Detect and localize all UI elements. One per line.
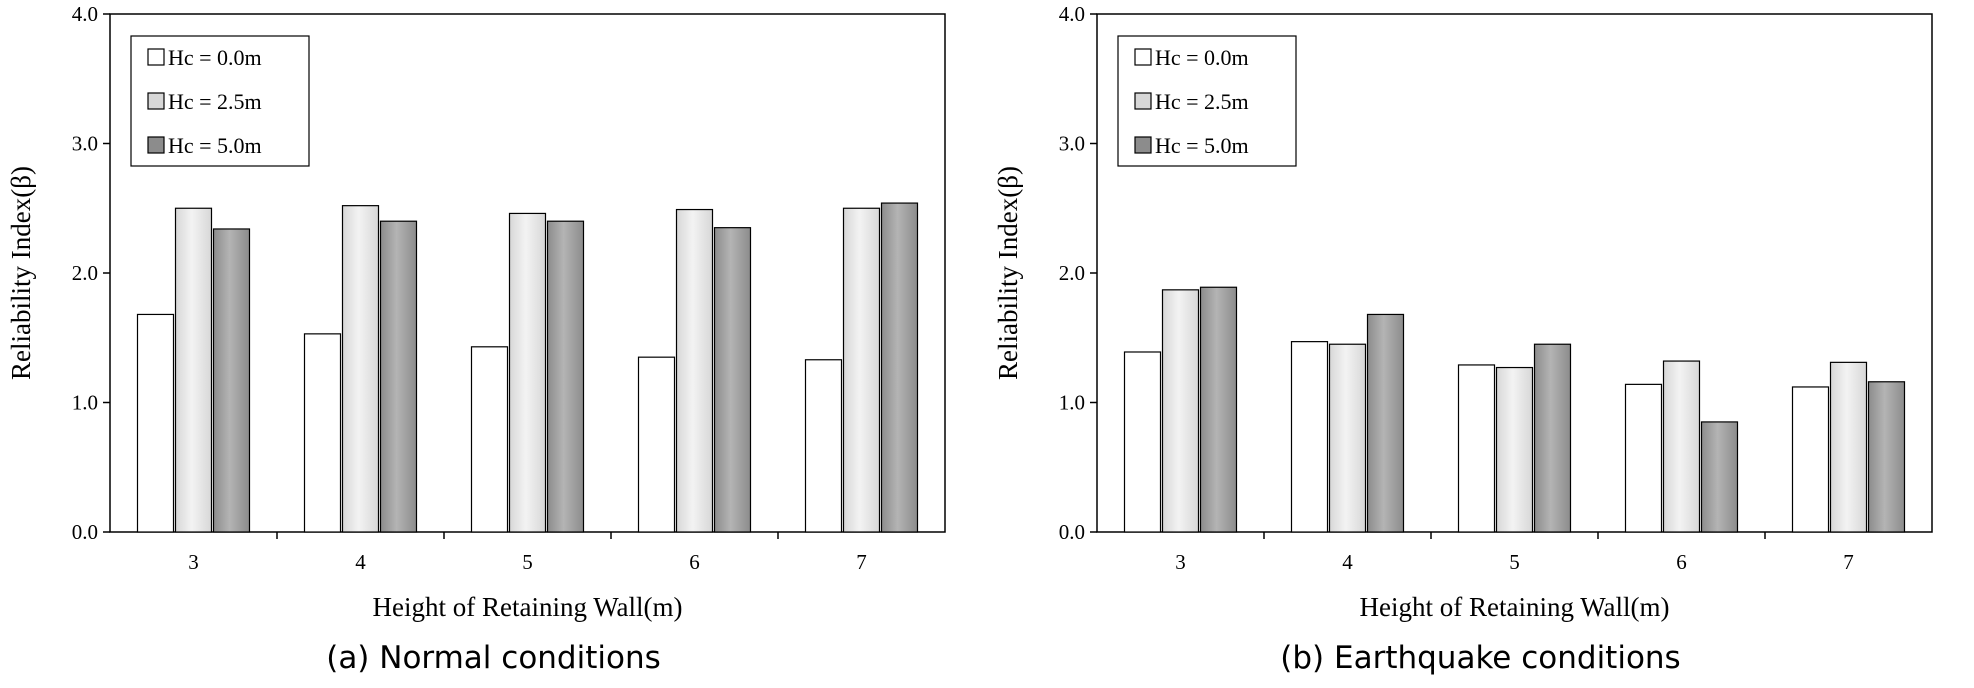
x-tick-label: 5 bbox=[1509, 550, 1520, 574]
legend-swatch bbox=[147, 136, 165, 154]
bar bbox=[1328, 343, 1367, 533]
y-tick-label: 1.0 bbox=[72, 391, 98, 415]
bar bbox=[1366, 313, 1405, 533]
y-tick-label: 2.0 bbox=[72, 261, 98, 285]
bar bbox=[880, 202, 919, 533]
bar bbox=[1495, 366, 1534, 533]
x-tick-label: 5 bbox=[522, 550, 533, 574]
bar bbox=[842, 207, 881, 533]
bar bbox=[341, 205, 380, 533]
chart-caption: (b) Earthquake conditions bbox=[1280, 640, 1681, 676]
bar bbox=[1161, 289, 1200, 533]
y-tick-label: 0.0 bbox=[1059, 520, 1085, 544]
legend: Hc = 0.0m Hc = 2.5m Hc = 5.0m bbox=[1117, 35, 1297, 167]
x-axis-label: Height of Retaining Wall(m) bbox=[1359, 592, 1669, 622]
y-tick-label: 0.0 bbox=[72, 520, 98, 544]
x-tick-label: 6 bbox=[689, 550, 700, 574]
bar bbox=[1199, 286, 1238, 533]
legend: Hc = 0.0m Hc = 2.5m Hc = 5.0m bbox=[130, 35, 310, 167]
y-tick-label: 1.0 bbox=[1059, 391, 1085, 415]
bar bbox=[1123, 351, 1162, 533]
bar bbox=[508, 212, 547, 533]
bar bbox=[1867, 381, 1906, 533]
chart-panel-normal: 0.0 1.0 2.0 3.0 4.0 3 4 5 6 7 Height of Retaining … bbox=[6, 2, 946, 676]
legend-label: Hc = 2.5m bbox=[1155, 89, 1249, 114]
bar bbox=[637, 356, 676, 533]
bar bbox=[174, 207, 213, 533]
legend-swatch bbox=[1134, 92, 1152, 110]
bar bbox=[713, 227, 752, 533]
bar bbox=[675, 208, 714, 533]
legend-label: Hc = 5.0m bbox=[168, 133, 262, 158]
x-axis-label: Height of Retaining Wall(m) bbox=[372, 592, 682, 622]
x-tick-label: 7 bbox=[856, 550, 867, 574]
x-tick-label: 4 bbox=[1342, 550, 1353, 574]
x-tick-label: 3 bbox=[188, 550, 199, 574]
bar bbox=[379, 220, 418, 533]
x-tick-label: 7 bbox=[1843, 550, 1854, 574]
bar bbox=[1290, 341, 1329, 533]
y-tick-label: 4.0 bbox=[1059, 2, 1085, 26]
chart-earthquake-svg: 0.0 1.0 2.0 3.0 4.0 3 4 5 6 7 Height of Retaining … bbox=[993, 2, 1933, 622]
y-tick-label: 3.0 bbox=[72, 132, 98, 156]
bar bbox=[1791, 386, 1830, 533]
y-tick-label: 3.0 bbox=[1059, 132, 1085, 156]
bar bbox=[1700, 421, 1739, 533]
y-axis-label: Reliability Index(β) bbox=[6, 166, 36, 380]
bar bbox=[1624, 383, 1663, 533]
bar bbox=[303, 333, 342, 533]
bar bbox=[1533, 343, 1572, 533]
x-tick-label: 6 bbox=[1676, 550, 1687, 574]
y-tick-label: 4.0 bbox=[72, 2, 98, 26]
bar bbox=[470, 346, 509, 533]
chart-panel-earthquake: 0.0 1.0 2.0 3.0 4.0 3 4 5 6 7 Height of Retaining … bbox=[987, 0, 1974, 688]
bar bbox=[804, 359, 843, 533]
x-tick-label: 4 bbox=[355, 550, 366, 574]
y-tick-label: 2.0 bbox=[1059, 261, 1085, 285]
legend-label: Hc = 0.0m bbox=[1155, 45, 1249, 70]
legend-label: Hc = 0.0m bbox=[168, 45, 262, 70]
chart-normal-svg: 0.0 1.0 2.0 3.0 4.0 3 4 5 6 7 Height of Retaining … bbox=[6, 2, 946, 622]
bar bbox=[136, 313, 175, 533]
bar bbox=[1662, 360, 1701, 533]
bar bbox=[546, 220, 585, 533]
legend-swatch bbox=[1134, 136, 1152, 154]
bar bbox=[1829, 361, 1868, 533]
y-axis-label: Reliability Index(β) bbox=[993, 166, 1023, 380]
legend-label: Hc = 2.5m bbox=[168, 89, 262, 114]
bar bbox=[212, 228, 251, 533]
chart-caption: (a) Normal conditions bbox=[326, 640, 661, 676]
x-tick-label: 3 bbox=[1175, 550, 1186, 574]
legend-swatch bbox=[147, 48, 165, 66]
legend-swatch bbox=[1134, 48, 1152, 66]
legend-swatch bbox=[147, 92, 165, 110]
bar bbox=[1457, 364, 1496, 533]
legend-label: Hc = 5.0m bbox=[1155, 133, 1249, 158]
